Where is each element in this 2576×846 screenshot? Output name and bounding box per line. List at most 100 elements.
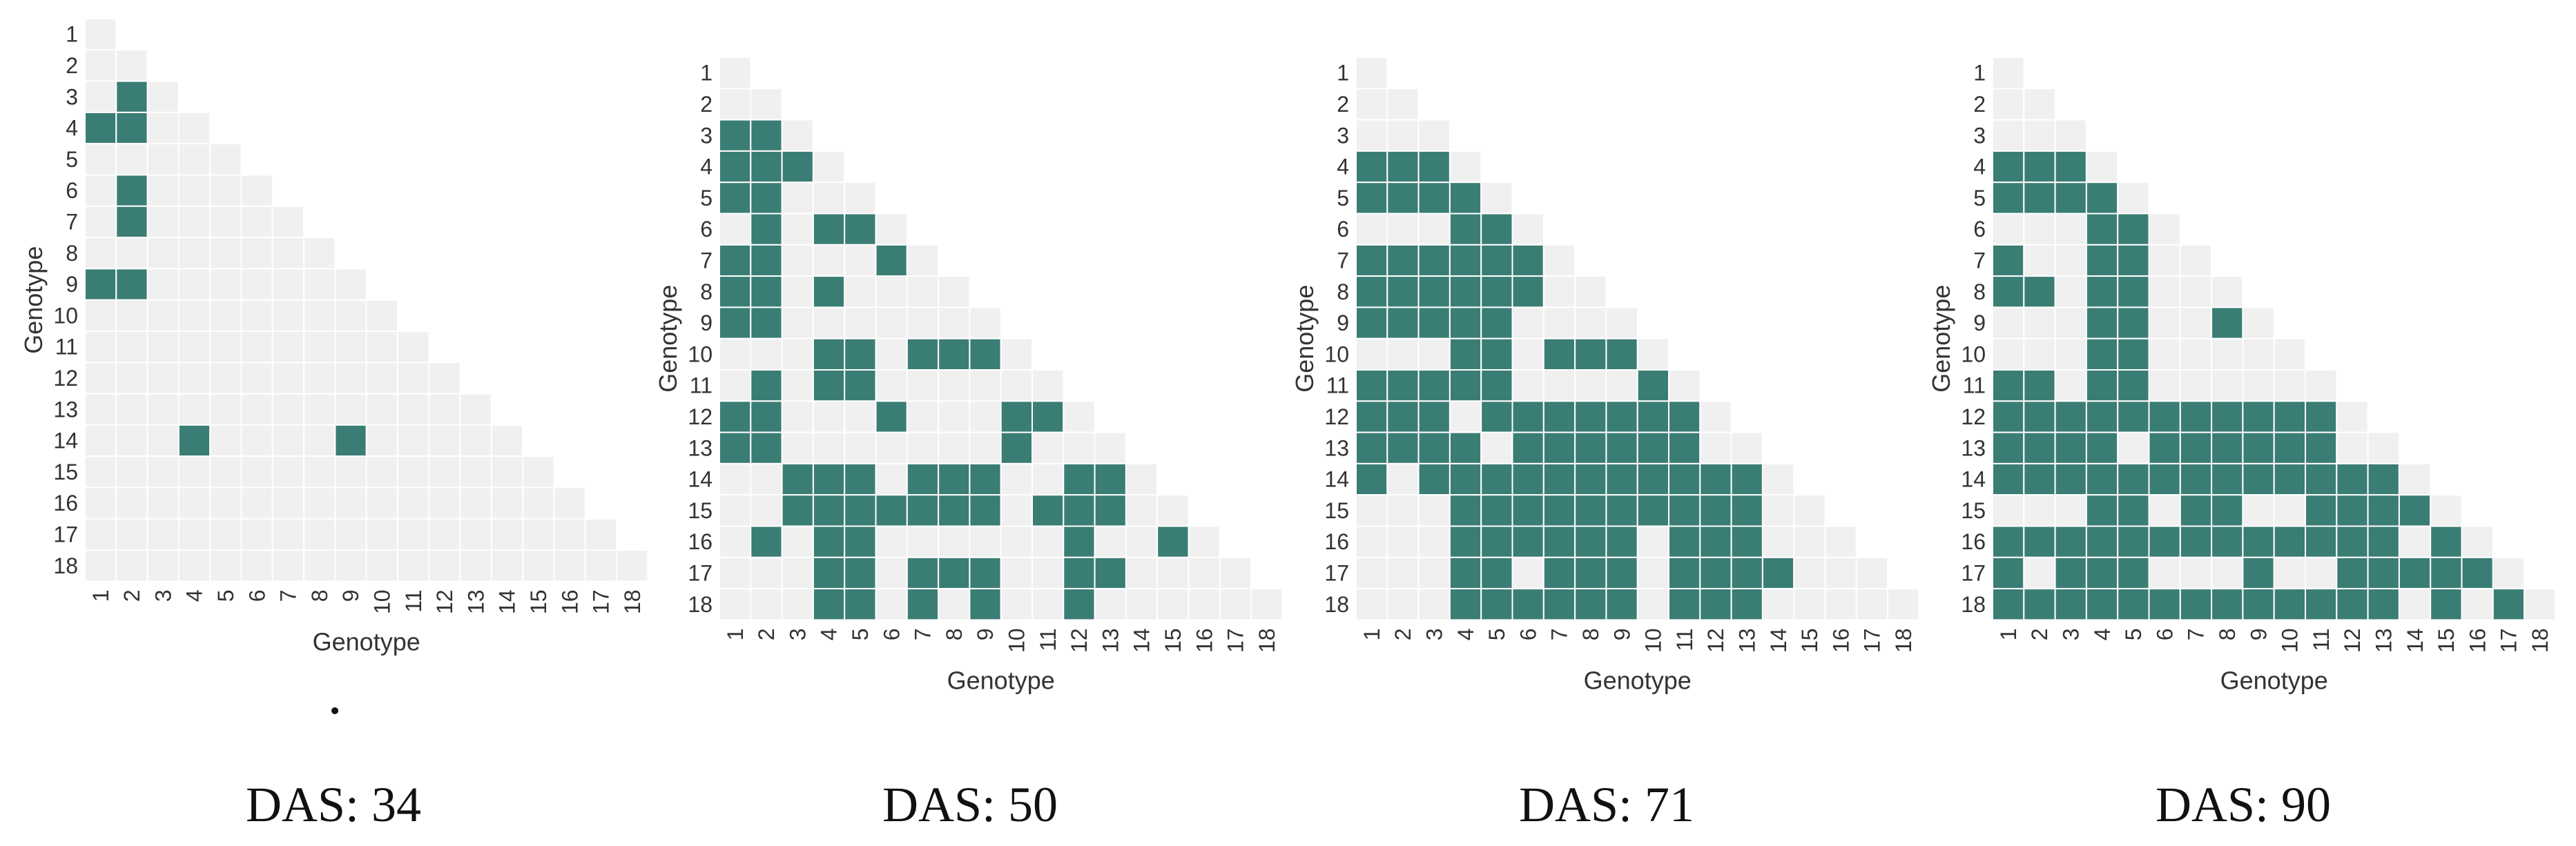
heatmap-cell xyxy=(1449,244,1482,277)
heatmap-cell xyxy=(271,299,305,333)
heatmap-cell xyxy=(177,424,211,458)
heatmap-cell xyxy=(2117,337,2150,371)
heatmap-cell xyxy=(490,424,524,458)
heatmap-cell xyxy=(750,306,783,340)
x-tick-label: 11 xyxy=(1672,628,1697,651)
x-tick-label: 9 xyxy=(2246,628,2271,640)
heatmap-cell xyxy=(719,431,752,464)
y-tick-label: 14 xyxy=(688,467,713,492)
heatmap-cell xyxy=(719,462,752,496)
heatmap-cell xyxy=(2148,525,2181,558)
y-axis-label: Genotype xyxy=(1290,285,1319,393)
heatmap-cell xyxy=(240,331,273,364)
heatmap-cell xyxy=(875,431,908,464)
heatmap-cell xyxy=(2023,431,2056,464)
heatmap-cell xyxy=(844,275,877,308)
heatmap-cell xyxy=(1355,244,1388,277)
y-tick-label: 17 xyxy=(53,522,78,547)
x-tick-label: 4 xyxy=(2090,628,2115,640)
y-tick-label: 18 xyxy=(1961,592,1986,617)
y-tick-label: 5 xyxy=(1973,186,1986,210)
heatmap-cell xyxy=(812,525,846,558)
y-tick-label: 17 xyxy=(1324,560,1349,585)
heatmap-cell xyxy=(271,424,305,458)
heatmap-cell xyxy=(1992,337,2025,371)
heatmap-cell xyxy=(240,549,273,582)
heatmap-cell xyxy=(1730,431,1763,464)
heatmap-cell xyxy=(1730,525,1763,558)
heatmap-cell xyxy=(719,244,752,277)
x-tick-label: 16 xyxy=(1828,628,1853,653)
heatmap-cell xyxy=(2273,369,2306,402)
heatmap-cell xyxy=(812,275,846,308)
heatmap-cell xyxy=(1449,369,1482,402)
heatmap-cell xyxy=(1417,275,1451,308)
heatmap-cell xyxy=(1730,494,1763,527)
heatmap-cell xyxy=(1992,57,2025,90)
heatmap-cell xyxy=(812,181,846,215)
x-tick-label: 14 xyxy=(1130,628,1154,653)
heatmap-cell xyxy=(1668,525,1701,558)
heatmap-cell xyxy=(1574,400,1607,433)
heatmap-cell xyxy=(2117,213,2150,246)
heatmap-cell xyxy=(397,455,430,489)
heatmap-cell xyxy=(1032,369,1065,402)
heatmap-cell xyxy=(1480,494,1513,527)
heatmap-cell xyxy=(2305,400,2338,433)
y-tick-label: 4 xyxy=(1337,155,1349,179)
heatmap-cell xyxy=(209,299,242,333)
y-tick-label: 7 xyxy=(66,209,78,234)
x-tick-label: 16 xyxy=(557,589,582,614)
heatmap-cell xyxy=(397,549,430,582)
heatmap-cell xyxy=(719,275,752,308)
x-tick-label: 17 xyxy=(2497,628,2521,653)
x-tick-label: 5 xyxy=(2121,628,2146,640)
heatmap-cell xyxy=(240,299,273,333)
heatmap-cell xyxy=(1511,337,1544,371)
heatmap-cell xyxy=(781,181,814,215)
heatmap-cell xyxy=(2211,306,2244,340)
y-tick-label: 9 xyxy=(700,311,713,335)
x-tick-label: 12 xyxy=(1067,628,1092,653)
heatmap-cell xyxy=(844,431,877,464)
heatmap-cell xyxy=(2085,588,2119,621)
heatmap-cell xyxy=(1730,556,1763,590)
heatmap-cell xyxy=(1793,494,1826,527)
heatmap-cell xyxy=(1605,556,1638,590)
heatmap-cell xyxy=(1992,181,2025,215)
heatmap-cell xyxy=(1355,431,1388,464)
x-tick-label: 1 xyxy=(88,589,113,602)
heatmap-cell xyxy=(146,143,180,176)
heatmap-cell xyxy=(271,393,305,426)
y-tick-label: 17 xyxy=(688,560,713,585)
heatmap-cell xyxy=(1542,431,1576,464)
heatmap-cell xyxy=(84,331,117,364)
heatmap-cell xyxy=(459,486,492,520)
heatmap-cell xyxy=(397,393,430,426)
y-tick-label: 12 xyxy=(688,404,713,429)
heatmap-cell xyxy=(2211,337,2244,371)
heatmap-cell xyxy=(1992,462,2025,496)
y-tick-label: 3 xyxy=(1337,123,1349,148)
heatmap-cell xyxy=(84,486,117,520)
heatmap-cell xyxy=(906,275,940,308)
heatmap-cell xyxy=(115,424,148,458)
heatmap-cell xyxy=(2461,588,2494,621)
heatmap-cell xyxy=(2398,556,2432,590)
heatmap-cell xyxy=(1855,588,1889,621)
heatmap-cell xyxy=(2117,306,2150,340)
heatmap-cell xyxy=(2085,181,2119,215)
heatmap-cell xyxy=(1417,400,1451,433)
heatmap-cell xyxy=(1355,400,1388,433)
heatmap-cell xyxy=(2117,431,2150,464)
heatmap-cell xyxy=(875,275,908,308)
heatmap-cell xyxy=(146,80,180,113)
heatmap-cell xyxy=(1511,431,1544,464)
heatmap-cell xyxy=(1000,337,1033,371)
heatmap-cell xyxy=(938,556,971,590)
heatmap-cell xyxy=(1125,556,1159,590)
heatmap-cell xyxy=(553,549,586,582)
y-tick-label: 11 xyxy=(1963,373,1986,398)
heatmap-cell xyxy=(2054,337,2087,371)
